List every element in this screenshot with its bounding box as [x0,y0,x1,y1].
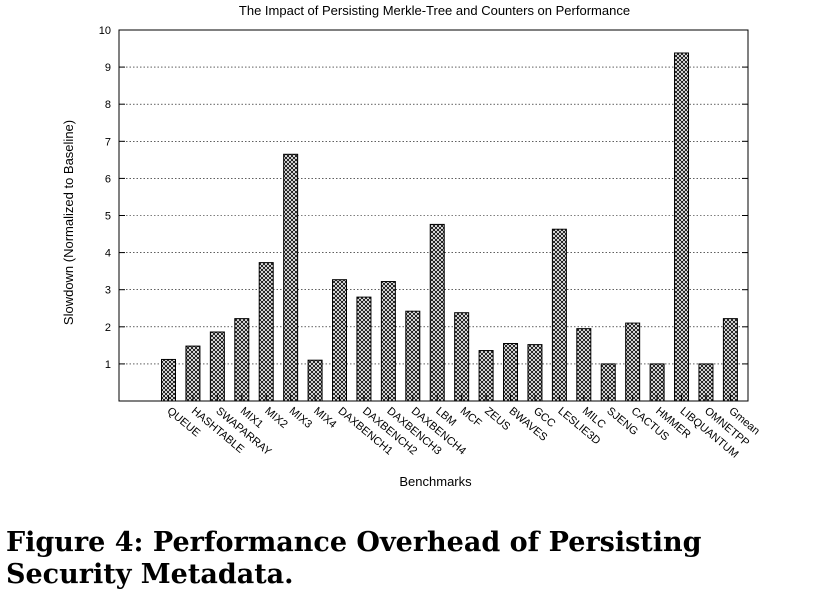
y-axis-ticks: 1 2 3 4 5 6 7 8 9 10 [99,25,748,371]
bar-bwaves [503,342,519,402]
bar-gmean [722,318,738,402]
bar-leslie3d [551,228,567,402]
bar-cactus [625,322,641,402]
bar-queue [161,358,176,402]
bar-daxbench1 [332,279,348,402]
bar-libquantum [674,52,690,402]
x-axis-ticks: QUEUEHASHTABLESWAPARRAYMIX1MIX2MIX3MIX4D… [165,395,762,461]
bar-daxbench4 [405,310,421,402]
y-tick-label: 8 [105,99,111,111]
bar-gcc [527,344,543,402]
bar-mix3 [283,153,299,402]
x-tick-label: MIX2 [262,405,289,431]
x-tick-label: ZEUS [482,405,512,433]
y-tick-label: 4 [105,248,111,260]
x-tick-label: MIX4 [311,405,338,431]
bar-zeus [478,350,494,402]
y-tick-label: 9 [105,62,111,74]
bar-milc [576,328,592,402]
bars [161,52,738,402]
bar-mcf [454,312,470,402]
y-tick-label: 1 [105,359,111,371]
bar-chart: 1 2 3 4 5 6 7 8 9 10 QUEUEHASHTABLESWAPARRAYMIX1M… [61,3,762,489]
bar-lbm [429,223,445,402]
chart-container: 1 2 3 4 5 6 7 8 9 10 QUEUE HASHTABLE SWAPARRAY MIX1 M… [61,3,762,489]
x-tick-label: MIX3 [287,405,314,431]
y-tick-label: 10 [99,25,111,37]
y-tick-label: 2 [105,322,111,334]
bar-daxbench2 [356,296,372,402]
x-axis-title: Benchmarks [399,474,472,489]
bar-hashtable [185,345,201,402]
y-tick-label: 7 [105,136,111,148]
bar-mix2 [258,262,274,402]
figure-caption: Figure 4: Performance Overhead of Persis… [6,527,702,590]
y-tick-label: 3 [105,285,111,297]
bar-daxbench3 [380,281,396,402]
chart-title: The Impact of Persisting Merkle-Tree and… [239,3,630,18]
bar-mix1 [234,318,250,402]
bar-mix4 [307,359,323,402]
y-tick-label: 5 [105,211,111,223]
y-tick-label: 6 [105,173,111,185]
y-axis-title: Slowdown (Normalized to Baseline) [61,120,76,325]
x-tick-label: MCF [458,405,484,430]
bar-swaparray [209,331,225,402]
